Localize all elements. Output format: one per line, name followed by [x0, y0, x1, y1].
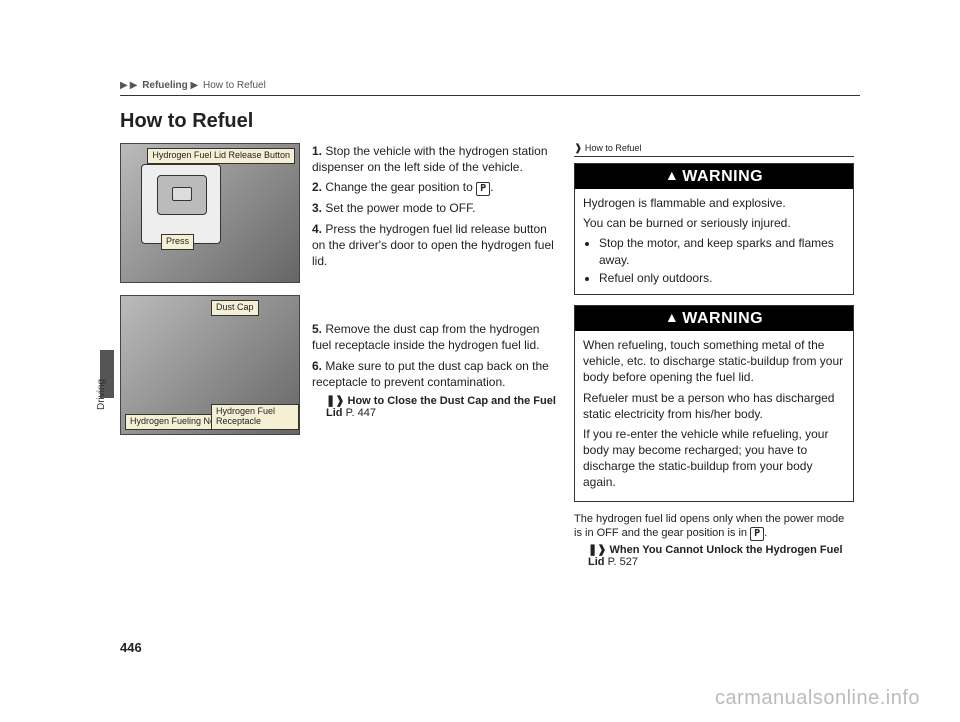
warning-bullet: Stop the motor, and keep sparks and flam…: [599, 235, 845, 267]
cross-ref: ❚❱ When You Cannot Unlock the Hydrogen F…: [588, 543, 854, 568]
warning-text: If you re-enter the vehicle while refuel…: [583, 426, 845, 491]
cross-ref: ❚❱ How to Close the Dust Cap and the Fue…: [326, 394, 562, 419]
warning-body: Hydrogen is flammable and explosive. You…: [575, 189, 853, 294]
ref-arrow-icon: ❚❱: [326, 395, 344, 407]
gear-p-icon: P: [750, 527, 764, 541]
page-number: 446: [120, 640, 142, 655]
step-number: 3.: [312, 201, 322, 215]
step-number: 4.: [312, 222, 322, 236]
step-item: 5. Remove the dust cap from the hydrogen…: [312, 321, 562, 353]
page-body: ▶▶ Refueling ▶ How to Refuel How to Refu…: [120, 80, 860, 568]
callout-press: Press: [161, 234, 194, 250]
step-number: 5.: [312, 322, 322, 336]
step-number: 1.: [312, 144, 322, 158]
step-text: Stop the vehicle with the hydrogen stati…: [312, 144, 548, 174]
breadcrumb-chevron-icon: ▶: [120, 80, 128, 91]
steps-bottom: 5. Remove the dust cap from the hydrogen…: [312, 321, 562, 390]
step-number: 2.: [312, 180, 322, 194]
step-item: 2. Change the gear position to P.: [312, 179, 562, 196]
warning-body: When refueling, touch something metal of…: [575, 331, 853, 501]
note-text: The hydrogen fuel lid opens only when th…: [574, 513, 844, 540]
warning-text: Refueler must be a person who has discha…: [583, 390, 845, 422]
breadcrumb-chevron-icon: ❱: [574, 143, 582, 154]
section-label: Driving: [96, 379, 107, 410]
right-note: The hydrogen fuel lid opens only when th…: [574, 512, 854, 542]
figure-fuel-lid-button: Hydrogen Fuel Lid Release Button Press: [120, 143, 300, 283]
warning-box: ▲WARNING Hydrogen is flammable and explo…: [574, 163, 854, 295]
step-item: 6. Make sure to put the dust cap back on…: [312, 358, 562, 390]
step-item: 1. Stop the vehicle with the hydrogen st…: [312, 143, 562, 175]
watermark: carmanualsonline.info: [715, 687, 920, 710]
column-figures: Hydrogen Fuel Lid Release Button Press D…: [120, 143, 300, 568]
ref-arrow-icon: ❚❱: [588, 544, 606, 556]
warning-text: You can be burned or seriously injured.: [583, 215, 845, 231]
callout-fuel-lid-button: Hydrogen Fuel Lid Release Button: [147, 148, 295, 164]
callout-dust-cap: Dust Cap: [211, 300, 259, 316]
ref-page: P. 527: [608, 556, 638, 568]
warning-box: ▲WARNING When refueling, touch something…: [574, 305, 854, 502]
step-text: Change the gear position to: [325, 180, 476, 194]
breadcrumb: ▶▶ Refueling ▶ How to Refuel: [120, 80, 860, 96]
note-text: .: [764, 527, 767, 539]
fuel-lid-button-icon: [172, 187, 192, 201]
breadcrumb-subsection: How to Refuel: [203, 80, 266, 91]
column-steps: 1. Stop the vehicle with the hydrogen st…: [312, 143, 562, 568]
right-breadcrumb-text: How to Refuel: [585, 143, 642, 153]
warning-header: ▲WARNING: [575, 306, 853, 331]
steps-top: 1. Stop the vehicle with the hydrogen st…: [312, 143, 562, 269]
warning-label: WARNING: [682, 168, 763, 185]
breadcrumb-chevron-icon: ▶: [130, 80, 138, 91]
warning-triangle-icon: ▲: [665, 167, 679, 183]
step-text: Set the power mode to OFF.: [325, 201, 475, 215]
warning-label: WARNING: [682, 310, 763, 327]
callout-receptacle: Hydrogen Fuel Receptacle: [211, 404, 299, 430]
figure-fuel-receptacle: Dust Cap Hydrogen Fueling Nozzle Hydroge…: [120, 295, 300, 435]
warning-text: When refueling, touch something metal of…: [583, 337, 845, 386]
step-item: 3. Set the power mode to OFF.: [312, 200, 562, 216]
dash-illustration: [141, 164, 221, 244]
right-breadcrumb: ❱ How to Refuel: [574, 143, 854, 157]
gear-p-icon: P: [476, 182, 490, 196]
step-text: .: [490, 180, 493, 194]
warning-list: Stop the motor, and keep sparks and flam…: [583, 235, 845, 286]
breadcrumb-chevron-icon: ▶: [191, 80, 199, 91]
column-warnings: ❱ How to Refuel ▲WARNING Hydrogen is fla…: [574, 143, 854, 568]
warning-triangle-icon: ▲: [665, 309, 679, 325]
ref-page: P. 447: [346, 407, 376, 419]
page-title: How to Refuel: [120, 110, 860, 133]
step-item: 4. Press the hydrogen fuel lid release b…: [312, 221, 562, 270]
step-text: Press the hydrogen fuel lid release butt…: [312, 222, 554, 268]
step-text: Make sure to put the dust cap back on th…: [312, 359, 549, 389]
step-text: Remove the dust cap from the hydrogen fu…: [312, 322, 539, 352]
content-columns: Hydrogen Fuel Lid Release Button Press D…: [120, 143, 860, 568]
warning-bullet: Refuel only outdoors.: [599, 270, 845, 286]
warning-text: Hydrogen is flammable and explosive.: [583, 195, 845, 211]
step-number: 6.: [312, 359, 322, 373]
breadcrumb-section: Refueling: [142, 80, 188, 91]
warning-header: ▲WARNING: [575, 164, 853, 189]
